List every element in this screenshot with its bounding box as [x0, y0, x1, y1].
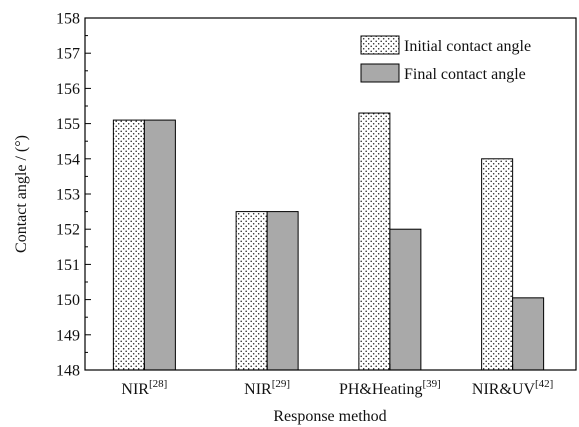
- y-tick-label: 158: [56, 11, 80, 28]
- y-axis: 148 149 150 151 152 153 154 155 156 157 158: [56, 11, 91, 380]
- y-tick-label: 150: [56, 292, 80, 309]
- bar-initial-1: [112, 119, 145, 371]
- y-tick-label: 155: [56, 116, 80, 133]
- y-tick-label: 153: [56, 187, 80, 204]
- y-tick-label: 151: [56, 257, 80, 274]
- legend-label-final: Final contact angle: [404, 66, 526, 83]
- x-tick-label: NIR&UV[42]: [472, 378, 553, 398]
- x-axis: NIR[28] NIR[29] PH&Heating[39] NIR&UV[42]: [121, 364, 553, 398]
- y-tick-label: 149: [56, 327, 80, 344]
- x-tick-label: NIR[29]: [244, 378, 290, 398]
- x-axis-label: Response method: [273, 408, 386, 425]
- bar-initial-3: [358, 112, 391, 371]
- x-tick-label: NIR[28]: [121, 378, 167, 398]
- bar-final-1: [143, 119, 176, 371]
- y-tick-label: 148: [56, 363, 80, 380]
- legend-swatch-final: [360, 63, 400, 83]
- bar-final-4: [512, 297, 545, 371]
- y-tick-label: 157: [56, 46, 80, 63]
- y-tick-label: 152: [56, 222, 80, 239]
- bar-final-2: [266, 211, 299, 371]
- bars-group: [112, 112, 545, 371]
- bar-initial-4: [481, 158, 514, 371]
- legend: Initial contact angle Final contact angle: [360, 35, 531, 83]
- x-tick-label: PH&Heating[39]: [339, 378, 441, 398]
- legend-swatch-initial: [360, 35, 400, 55]
- bar-initial-2: [235, 211, 268, 371]
- y-tick-label: 154: [56, 151, 80, 168]
- bar-final-3: [389, 228, 422, 371]
- y-axis-label: Contact angle / (°): [13, 135, 30, 253]
- legend-label-initial: Initial contact angle: [404, 38, 531, 55]
- y-tick-label: 156: [56, 81, 80, 98]
